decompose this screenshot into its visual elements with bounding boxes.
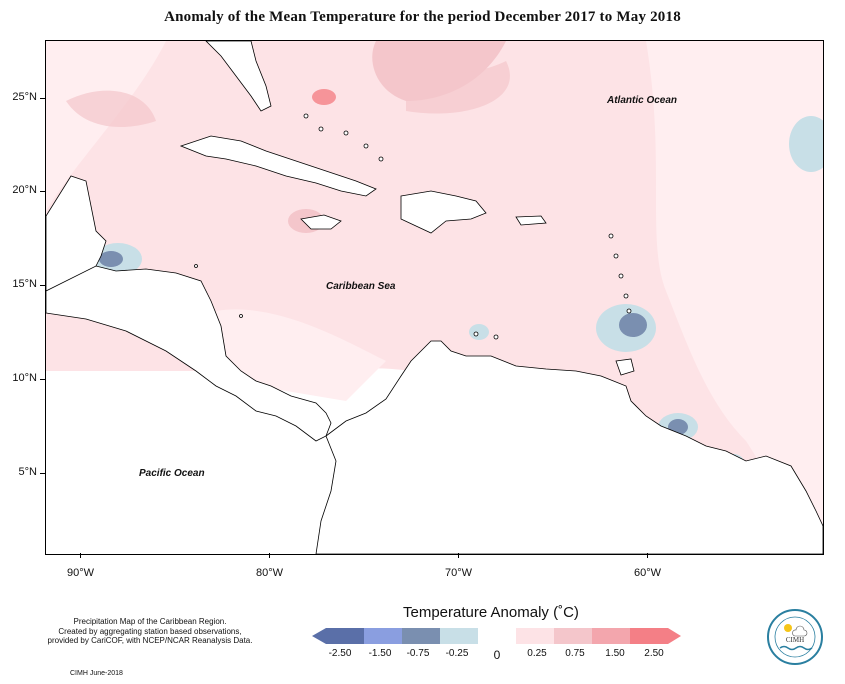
- trinidad: [615, 358, 635, 376]
- jamaica: [300, 214, 342, 230]
- credits-line-1: Precipitation Map of the Caribbean Regio…: [73, 617, 227, 626]
- map-panel: Atlantic Ocean Caribbean Sea Pacific Oce…: [45, 40, 824, 555]
- lat-label-20: 20°N: [12, 184, 37, 196]
- sun-icon: [784, 624, 792, 632]
- warm-band-northeast: [406, 61, 510, 114]
- cuba: [179, 135, 377, 197]
- lat-label-15: 15°N: [12, 278, 37, 290]
- legend-tick-label: 1.50: [605, 648, 625, 659]
- warm-spot-bahamas: [312, 89, 336, 105]
- legend-swatch: [592, 628, 630, 644]
- legend-tick-label: 0: [493, 648, 501, 662]
- credits-date: CIMH June-2018: [70, 670, 123, 677]
- legend-swatch: [630, 628, 668, 644]
- credits-line-2: Created by aggregating station based obs…: [58, 626, 242, 636]
- lon-tick: [647, 553, 648, 558]
- legend-swatch: [326, 628, 364, 644]
- lon-label-90: 90°W: [67, 567, 95, 579]
- label-caribbean-sea: Caribbean Sea: [326, 281, 396, 292]
- near-zero-region-central: [216, 309, 386, 401]
- label-atlantic-ocean: Atlantic Ocean: [607, 95, 678, 106]
- lat-label-25: 25°N: [12, 91, 37, 103]
- lon-label-80: 80°W: [256, 567, 284, 579]
- south-america: [315, 340, 823, 554]
- cool-spot-antilles-core: [619, 313, 647, 337]
- hispaniola: [400, 190, 487, 234]
- credits-block: Precipitation Map of the Caribbean Regio…: [20, 617, 280, 646]
- cool-spot-honduras-core: [99, 251, 123, 267]
- warm-band-north: [372, 41, 506, 101]
- near-zero-region-west: [46, 41, 166, 211]
- lat-label-10: 10°N: [12, 372, 37, 384]
- legend-tick-label: -1.50: [368, 648, 392, 659]
- legend-tick-label: -0.75: [406, 648, 430, 659]
- map-title: Anomaly of the Mean Temperature for the …: [164, 9, 681, 25]
- anomaly-map: [46, 41, 823, 554]
- lat-tick: [40, 98, 45, 99]
- legend-tick-label: 2.50: [644, 648, 664, 659]
- central-america: [46, 265, 332, 442]
- cool-spot-atlantic: [789, 116, 823, 172]
- cimh-logo: CIMH: [767, 609, 823, 665]
- lon-tick: [458, 553, 459, 558]
- legend-swatch: [364, 628, 402, 644]
- logo-text: CIMH: [786, 636, 804, 644]
- wave-icon: [779, 645, 813, 651]
- legend-tick-label: -0.25: [445, 648, 469, 659]
- legend-arrow-left: [312, 628, 326, 644]
- legend-tick-label: 0.75: [565, 648, 585, 659]
- legend-colorbar: [312, 628, 681, 644]
- cool-spot-aruba: [469, 324, 489, 340]
- label-pacific-ocean: Pacific Ocean: [139, 468, 205, 479]
- lat-label-5: 5°N: [18, 466, 37, 478]
- legend-swatch: [478, 628, 516, 644]
- warm-band-northwest: [66, 90, 156, 127]
- legend-swatch: [402, 628, 440, 644]
- puerto-rico: [515, 215, 547, 226]
- legend-swatch: [516, 628, 554, 644]
- lat-tick: [40, 191, 45, 192]
- cloud-icon: [792, 625, 808, 637]
- lon-label-60: 60°W: [634, 567, 662, 579]
- legend-tick-label: 0.25: [527, 648, 547, 659]
- small-islands: [194, 113, 632, 340]
- florida: [205, 41, 272, 112]
- legend-title: Temperature Anomaly (˚C): [403, 604, 579, 621]
- lon-tick: [80, 553, 81, 558]
- lon-label-70: 70°W: [445, 567, 473, 579]
- near-zero-region-east: [646, 41, 823, 554]
- legend-swatch: [554, 628, 592, 644]
- land-masses: [46, 41, 823, 554]
- legend-tick-label: -2.50: [328, 648, 352, 659]
- legend-arrow-right: [668, 628, 681, 644]
- legend-swatch: [440, 628, 478, 644]
- credits-line-3: provided by CariCOF, with NCEP/NCAR Rean…: [47, 636, 253, 645]
- lon-tick: [269, 553, 270, 558]
- lat-tick: [40, 473, 45, 474]
- lat-tick: [40, 379, 45, 380]
- lat-tick: [40, 285, 45, 286]
